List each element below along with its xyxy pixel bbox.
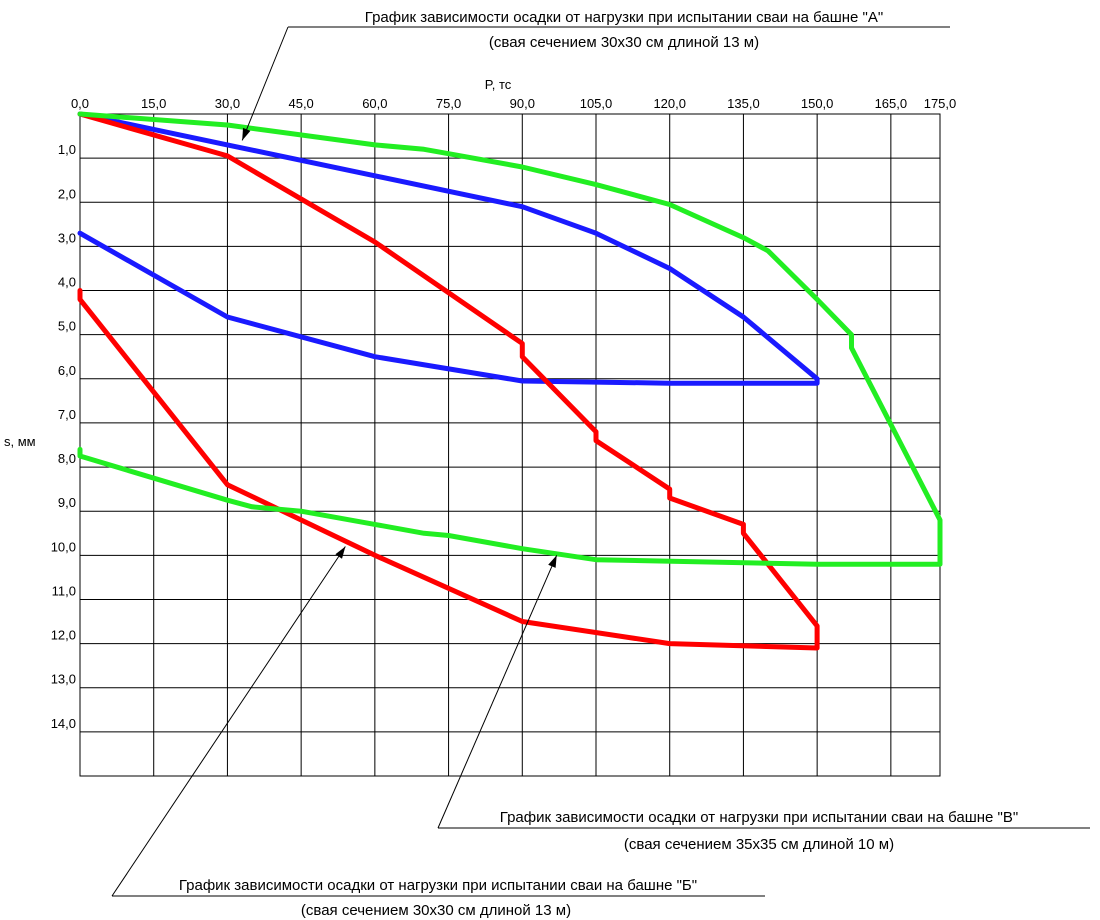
x-tick-label: 30,0 xyxy=(215,96,240,111)
y-tick-label: 3,0 xyxy=(58,230,76,245)
series-tower-b xyxy=(77,111,820,651)
x-tick-label: 165,0 xyxy=(875,96,908,111)
annotation-a-subtitle: (свая сечением 30х30 см длиной 13 м) xyxy=(489,34,759,51)
y-tick-label: 1,0 xyxy=(58,142,76,157)
plot-frame xyxy=(79,113,941,777)
annotation-b: График зависимости осадки от нагрузки пр… xyxy=(179,877,697,919)
grid xyxy=(79,113,941,777)
leader-lines xyxy=(111,26,1090,897)
x-tick-label: 150,0 xyxy=(801,96,834,111)
annotation-a-title: График зависимости осадки от нагрузки пр… xyxy=(365,9,883,26)
series-layer xyxy=(77,111,943,651)
x-tick-label: 135,0 xyxy=(727,96,760,111)
y-tick-label: 4,0 xyxy=(58,275,76,290)
x-tick-label: 60,0 xyxy=(362,96,387,111)
x-tick-label: 45,0 xyxy=(288,96,313,111)
x-axis-label: P, тс xyxy=(485,77,512,92)
y-tick-label: 11,0 xyxy=(52,583,76,598)
annotation-v-subtitle: (свая сечением 35х35 см длиной 10 м) xyxy=(624,836,894,853)
arrowhead xyxy=(335,546,346,559)
y-tick-label: 14,0 xyxy=(51,716,76,731)
arrowhead xyxy=(242,127,251,141)
y-tick-label: 6,0 xyxy=(58,363,76,378)
y-tick-label: 10,0 xyxy=(51,539,76,554)
x-tick-label: 120,0 xyxy=(653,96,686,111)
annotation-v: График зависимости осадки от нагрузки пр… xyxy=(500,809,1018,853)
y-tick-label: 12,0 xyxy=(51,628,76,643)
annotation-b-subtitle: (свая сечением 30х30 см длиной 13 м) xyxy=(301,902,571,919)
y-tick-label: 8,0 xyxy=(58,451,76,466)
annotation-leader xyxy=(437,555,558,829)
y-tick-label: 9,0 xyxy=(58,495,76,510)
y-tick-label: 7,0 xyxy=(58,407,76,422)
x-tick-label: 0,0 xyxy=(71,96,89,111)
x-tick-label: 105,0 xyxy=(580,96,613,111)
annotation-v-title: График зависимости осадки от нагрузки пр… xyxy=(500,809,1018,826)
annotation-b-title: График зависимости осадки от нагрузки пр… xyxy=(179,877,697,894)
series-tower-a xyxy=(77,111,820,386)
arrowhead xyxy=(548,555,557,568)
y-tick-label: 13,0 xyxy=(51,672,76,687)
tick-labels: 0,0 15,0 30,0 45,0 60,0 75,0 90,0 105,0 120,0 135… xyxy=(51,96,957,731)
x-tick-label: 175,0 xyxy=(924,96,957,111)
annotation-leader xyxy=(111,546,346,897)
x-tick-label: 90,0 xyxy=(510,96,535,111)
series-tower-v xyxy=(77,111,943,567)
annotation-a: График зависимости осадки от нагрузки пр… xyxy=(365,9,883,51)
y-axis-label: s, мм xyxy=(4,434,36,449)
y-tick-label: 5,0 xyxy=(58,319,76,334)
x-tick-label: 75,0 xyxy=(436,96,461,111)
y-tick-label: 2,0 xyxy=(58,186,76,201)
x-tick-label: 15,0 xyxy=(141,96,166,111)
annotation-leader xyxy=(241,26,289,141)
